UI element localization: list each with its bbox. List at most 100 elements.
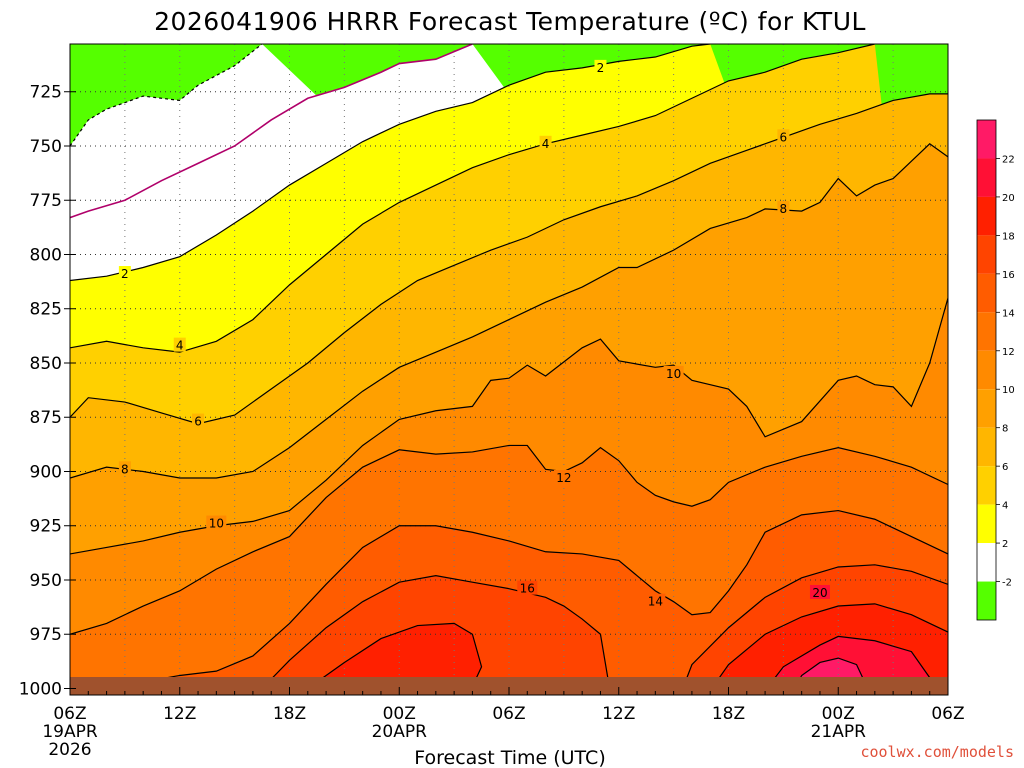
colorbar-swatch <box>977 120 996 159</box>
contour-label-8: 8 <box>118 461 131 476</box>
contour-label-text: 2 <box>121 267 129 281</box>
contour-label-14: 14 <box>645 593 666 609</box>
contour-label-text: 8 <box>780 202 788 216</box>
colorbar-swatch <box>977 158 996 197</box>
contour-10-6 <box>70 254 948 555</box>
colorbar-swatch <box>977 543 996 582</box>
x-tick-sublabel: 20APR <box>372 722 428 742</box>
y-tick-label: 825 <box>30 300 62 320</box>
colorbar-swatch <box>977 273 996 313</box>
contour-14-8 <box>70 509 948 683</box>
x-tick-label: 12Z <box>163 704 196 724</box>
colorbar-label: 22 <box>1002 154 1015 165</box>
colorbar-label: 10 <box>1002 385 1015 396</box>
contour-label-text: 10 <box>209 517 224 531</box>
contour-label-6: 6 <box>777 129 790 144</box>
grid-lines <box>70 44 948 695</box>
x-tick-label: 00Z <box>822 704 855 724</box>
y-tick-label: 750 <box>30 137 62 157</box>
chart-title: 2026041906 HRRR Forecast Temperature (ºC… <box>154 7 866 36</box>
contour-label-text: 2 <box>597 61 605 75</box>
contour-label-2: 2 <box>594 59 607 75</box>
contour-label-bg <box>206 515 227 530</box>
x-axis-label: Forecast Time (UTC) <box>414 747 605 768</box>
contour-18-12 <box>709 603 948 692</box>
contour-0-0 <box>70 44 473 219</box>
y-tick-label: 950 <box>30 571 62 591</box>
colorbar-frame <box>976 119 997 621</box>
contour-label-text: 12 <box>556 471 571 485</box>
y-tick-label: 1000 <box>19 679 62 699</box>
contour-label-text: 4 <box>176 339 184 353</box>
contour-label-text: 16 <box>520 582 535 596</box>
contour-label-bg <box>663 365 684 380</box>
contour-20-14 <box>764 635 948 692</box>
x-tick-sublabel: 19APR <box>42 722 98 742</box>
contour-8-5 <box>70 143 948 479</box>
contour-labels: 2 2 4 4 6 6 8 8 10 10 12 14 16 20 <box>118 59 830 609</box>
credit-text[interactable]: coolwx.com/models <box>860 743 1014 761</box>
y-tick-label: 775 <box>30 191 62 211</box>
contour-label-4: 4 <box>173 337 186 353</box>
contour-16-10 <box>682 564 948 689</box>
contour--2-1 <box>70 44 263 147</box>
colorbar-swatch <box>977 466 996 505</box>
x-tick-label: 12Z <box>602 704 635 724</box>
contour-label-12: 12 <box>553 470 574 485</box>
contour-label-bg <box>777 129 790 144</box>
x-tick-label: 06Z <box>492 704 525 724</box>
colorbar-label: 16 <box>1002 270 1015 281</box>
colorbar-swatch <box>977 196 996 236</box>
band-18-11 <box>307 623 482 691</box>
contour-label-bg <box>173 337 186 352</box>
colorbar-label: 2 <box>1002 539 1008 550</box>
colorbar-label: 14 <box>1002 308 1015 319</box>
x-tick-sublabel: 21APR <box>811 722 867 742</box>
colorbar-label: 8 <box>1002 424 1008 435</box>
colorbar-swatch <box>977 235 996 274</box>
y-tick-label: 925 <box>30 517 62 537</box>
colorbar-label: 12 <box>1002 347 1015 358</box>
colorbar-label: 18 <box>1002 231 1015 242</box>
contour-label-20: 20 <box>809 585 830 600</box>
y-axis: 725 750 775 800 825 850 875 900 925 950 975 1000 <box>19 83 76 699</box>
contour-label-4: 4 <box>539 135 552 151</box>
contour-label-bg <box>192 413 205 428</box>
contour-2-2 <box>70 44 711 282</box>
y-tick-label: 800 <box>30 245 62 265</box>
x-tick-label: 06Z <box>53 704 86 724</box>
contour-label-text: 6 <box>780 130 788 144</box>
x-tick-sublabel: 2026 <box>48 740 91 760</box>
colorbar-label: 6 <box>1002 462 1008 473</box>
contour-label-text: 4 <box>542 137 550 151</box>
x-tick-label: 00Z <box>383 704 416 724</box>
colorbar-swatch <box>977 312 996 351</box>
contour-label-bg <box>118 266 131 281</box>
colorbar-label: 4 <box>1002 501 1008 512</box>
colorbar: 22 20 18 16 14 12 10 8 6 4 2 -2 <box>976 119 1015 621</box>
contour-label-text: 20 <box>812 586 827 600</box>
contour-label-8: 8 <box>777 200 790 216</box>
contour-label-2: 2 <box>118 266 131 281</box>
y-tick-label: 975 <box>30 625 62 645</box>
y-tick-label: 875 <box>30 408 62 428</box>
y-tick-label: 850 <box>30 354 62 374</box>
contour-16-9 <box>261 575 611 689</box>
contour-6-4 <box>70 93 948 425</box>
contour-label-bg <box>517 580 538 595</box>
contour-label-bg <box>118 461 131 476</box>
x-tick-label: 06Z <box>931 704 964 724</box>
contour-label-text: 6 <box>194 415 202 429</box>
colorbar-swatch <box>977 350 996 390</box>
contour-label-text: 10 <box>666 367 681 381</box>
contour-label-bg <box>777 200 790 215</box>
x-tick-label: 18Z <box>712 704 745 724</box>
contour-label-text: 8 <box>121 462 129 476</box>
contour-label-bg <box>553 470 574 484</box>
x-tick-label: 18Z <box>273 704 306 724</box>
contour-label-10: 10 <box>663 365 684 381</box>
colorbar-swatch <box>977 389 996 428</box>
contour-label-bg <box>809 585 830 600</box>
